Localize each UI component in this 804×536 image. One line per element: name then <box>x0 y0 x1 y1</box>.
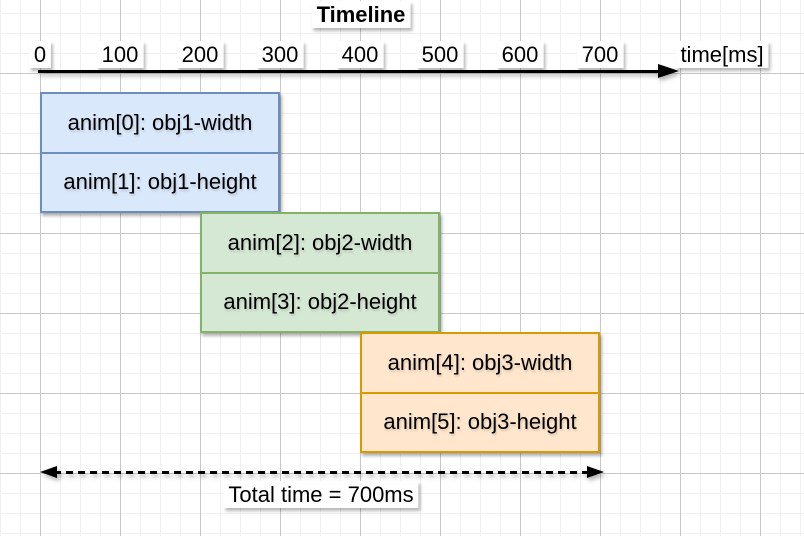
dashed-line <box>54 471 590 474</box>
anim-group-obj3: anim[4]: obj3-width anim[5]: obj3-height <box>360 332 600 453</box>
anim-bar-0: anim[0]: obj1-width <box>67 109 253 135</box>
axis-tick-300: 300 <box>256 41 304 68</box>
axis-tick-100: 100 <box>96 41 144 68</box>
axis-tick-200: 200 <box>176 41 224 68</box>
anim-group-obj2: anim[2]: obj2-width anim[3]: obj2-height <box>200 212 440 333</box>
anim-bar-4: anim[4]: obj3-width <box>387 349 573 375</box>
axis-tick-700: 700 <box>576 41 624 68</box>
anim-bar-1: anim[1]: obj1-height <box>42 151 278 212</box>
anim-bar-2: anim[2]: obj2-width <box>227 229 413 255</box>
arrowhead-left-icon <box>40 466 57 478</box>
total-time-label: Total time = 700ms <box>223 481 419 508</box>
axis-unit-label: time[ms] <box>675 41 769 68</box>
arrowhead-right-icon <box>587 466 604 478</box>
anim-bar-5: anim[5]: obj3-height <box>362 391 598 452</box>
axis-tick-400: 400 <box>336 41 384 68</box>
axis-tick-500: 500 <box>416 41 464 68</box>
anim-bar-3: anim[3]: obj2-height <box>202 271 438 332</box>
axis-tick-600: 600 <box>496 41 544 68</box>
axis-tick-0: 0 <box>28 41 52 68</box>
axis-arrowhead-icon <box>658 64 679 78</box>
anim-group-obj1: anim[0]: obj1-width anim[1]: obj1-height <box>40 92 280 213</box>
diagram-title: Timeline <box>311 1 411 28</box>
time-axis-line <box>38 70 660 73</box>
